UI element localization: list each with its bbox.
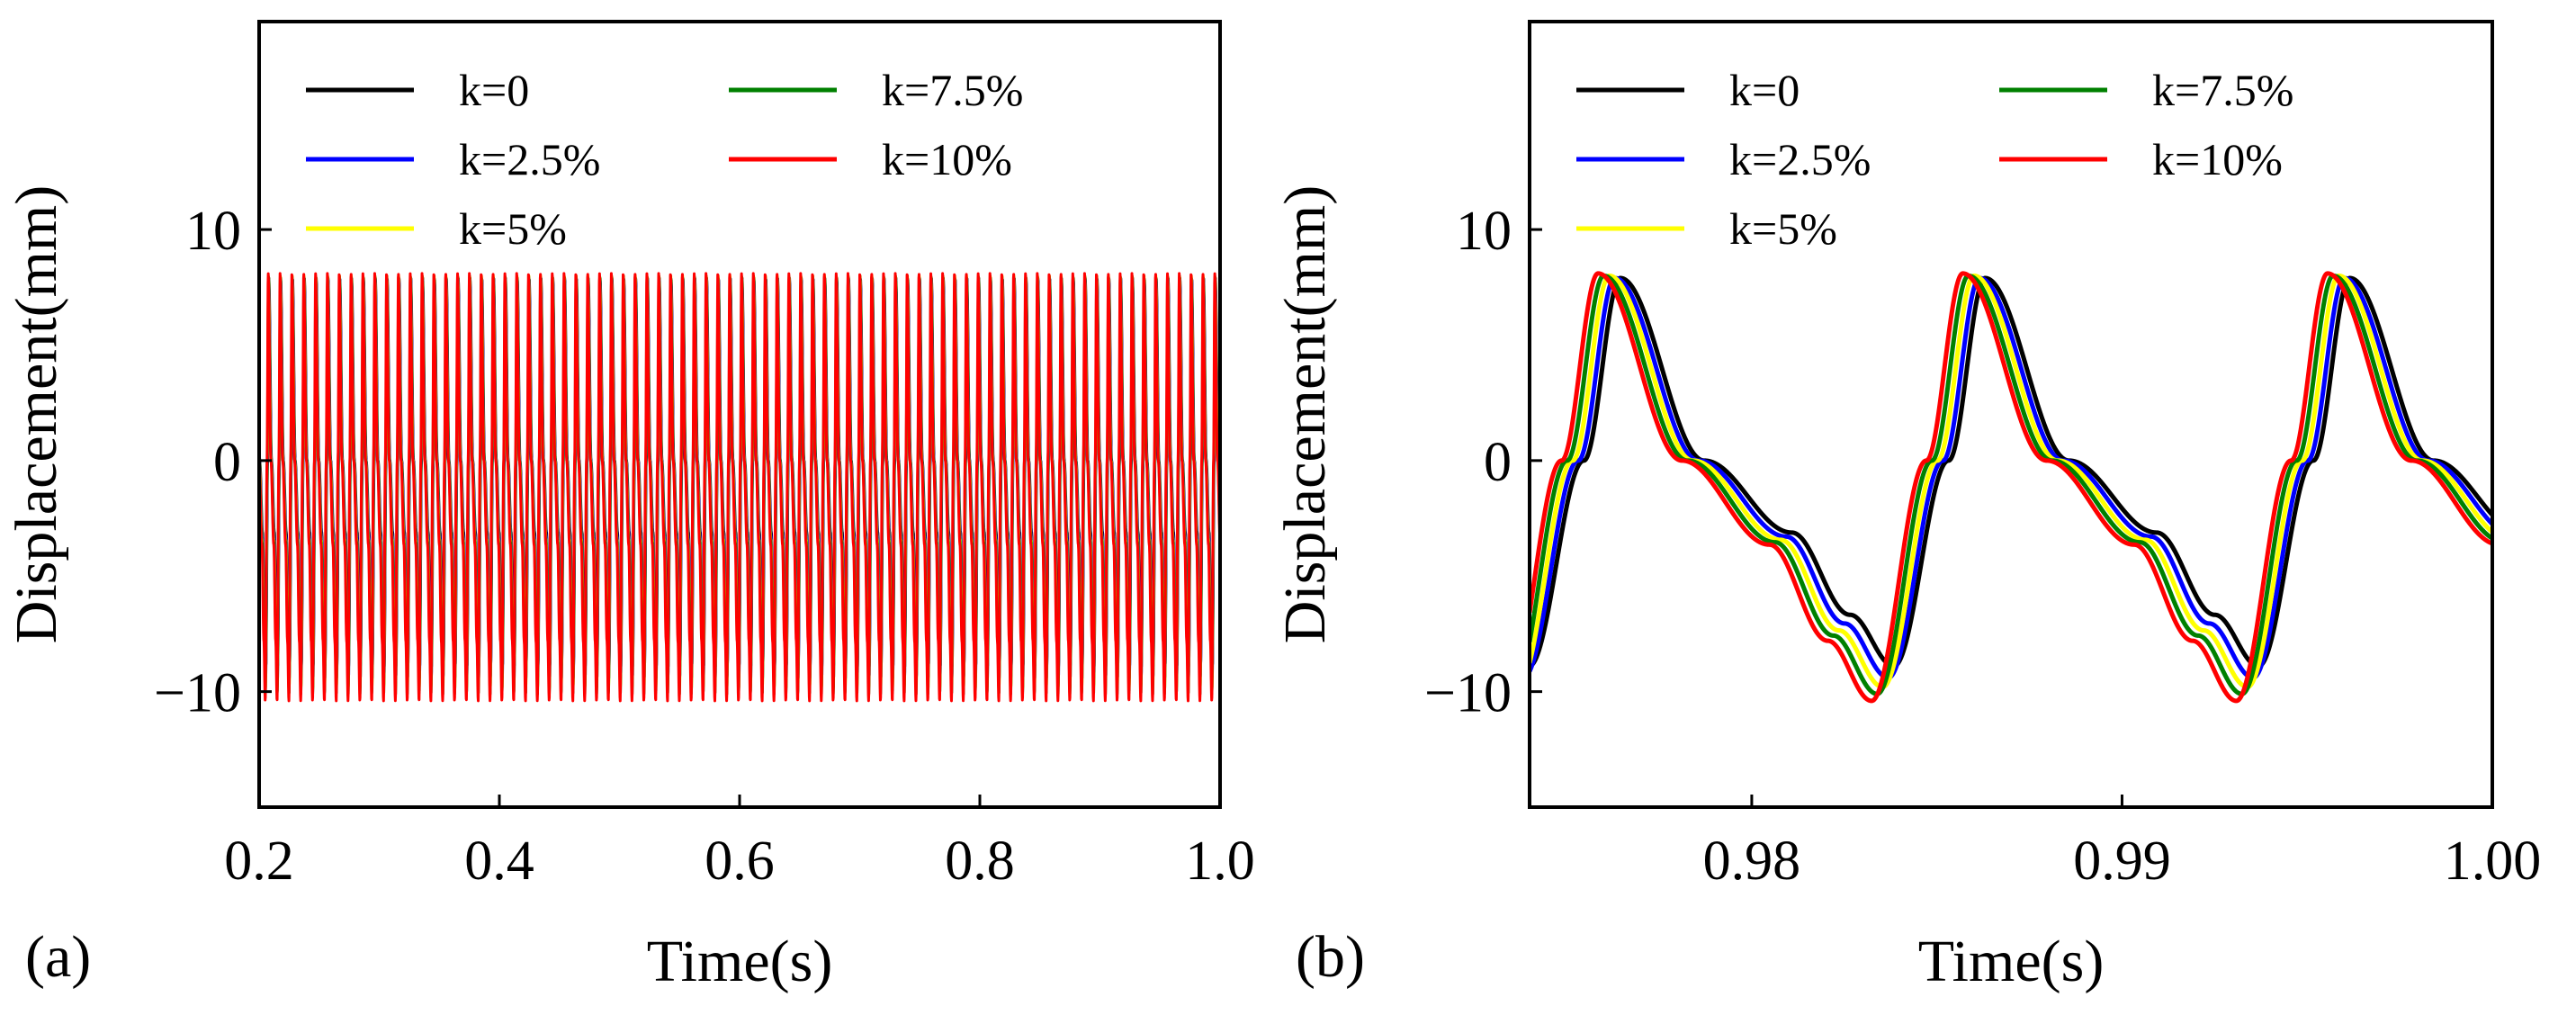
x-axis-label: Time(s)	[647, 929, 833, 994]
panel-label-a: (a)	[25, 924, 91, 990]
legend-label: k=7.5%	[2152, 65, 2293, 115]
legend-label: k=5%	[1729, 203, 1837, 254]
x-axis-label: Time(s)	[1918, 929, 2105, 994]
y-tick-label: −10	[154, 663, 241, 724]
series-line-k=10%	[1530, 271, 2492, 704]
series-lines	[1530, 271, 2492, 704]
plot-frame	[1528, 20, 2494, 809]
x-tick-label: 1.00	[2444, 831, 2542, 892]
legend-label: k=5%	[459, 203, 567, 254]
x-tick-label: 0.99	[2073, 831, 2171, 892]
legend-label: k=2.5%	[459, 134, 600, 184]
chart-panel-a: 0.2 0.4 0.6 0.8 1.0 −10 0 10 Time(s) Displacement…	[4, 20, 1255, 994]
legend-label: k=0	[459, 65, 529, 115]
y-tick-label: −10	[1424, 663, 1512, 724]
legend-label: k=10%	[882, 134, 1012, 184]
x-tick-label: 1.0	[1185, 831, 1255, 892]
x-tick-label: 0.8	[945, 831, 1015, 892]
x-tick-label: 0.2	[224, 831, 294, 892]
legend-label: k=0	[1729, 65, 1800, 115]
legend-label: k=2.5%	[1729, 134, 1871, 184]
chart-panel-b: 0.98 0.99 1.00 −10 0 10 Time(s) Displacement(mm…	[1272, 20, 2542, 994]
legend-label: k=10%	[2152, 134, 2283, 184]
panel-label-b: (b)	[1296, 924, 1365, 990]
y-tick-label: 10	[1456, 201, 1512, 262]
y-axis-label: Displacement(mm)	[1272, 185, 1338, 644]
x-tick-label: 0.6	[705, 831, 775, 892]
y-tick-label: 0	[1484, 432, 1512, 493]
y-axis-label: Displacement(mm)	[4, 185, 69, 644]
x-tick-label: 0.4	[464, 831, 534, 892]
y-tick-label: 10	[185, 201, 241, 262]
series-lines	[259, 272, 1220, 703]
series-line-k=10%	[259, 272, 1220, 703]
y-tick-label: 0	[213, 432, 241, 493]
legend: k=0 k=2.5% k=5% k=7.5% k=10%	[1576, 65, 2293, 254]
x-tick-label: 0.98	[1703, 831, 1801, 892]
series-line-k=2.5%	[1530, 275, 2492, 680]
legend: k=0 k=2.5% k=5% k=7.5% k=10%	[306, 65, 1023, 254]
series-line-k=0	[1530, 275, 2492, 669]
legend-label: k=7.5%	[882, 65, 1023, 115]
